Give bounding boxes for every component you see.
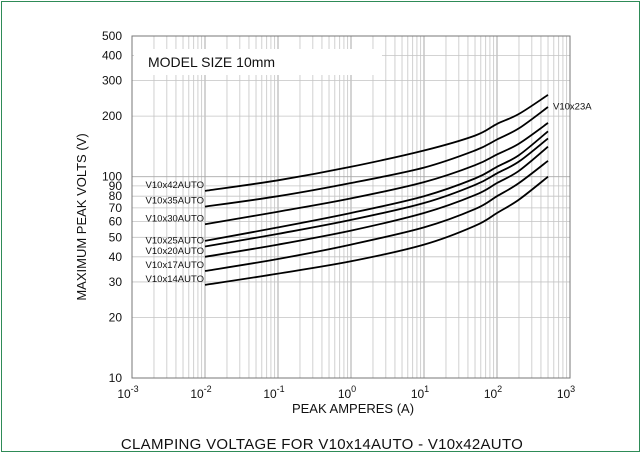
x-axis-title: PEAK AMPERES (A) bbox=[292, 401, 414, 416]
y-tick-label: 300 bbox=[102, 74, 122, 88]
figure-caption: CLAMPING VOLTAGE FOR V10x14AUTO - V10x42… bbox=[120, 436, 524, 453]
x-tick-label: 10-1 bbox=[263, 384, 284, 401]
y-tick-label: 500 bbox=[102, 29, 122, 43]
series-line bbox=[204, 106, 549, 208]
series-line bbox=[204, 130, 549, 242]
x-tick-label: 102 bbox=[484, 384, 502, 401]
y-tick-label: 400 bbox=[102, 49, 122, 63]
series-label: V10x25AUTO bbox=[146, 236, 204, 247]
y-tick-label: 70 bbox=[109, 201, 123, 215]
series-line bbox=[204, 160, 549, 272]
plot-border bbox=[131, 35, 571, 379]
x-tick-label: 10-3 bbox=[117, 384, 138, 401]
x-tick-label: 100 bbox=[338, 384, 356, 401]
y-tick-label: 100 bbox=[102, 170, 122, 184]
model-size-label: MODEL SIZE 10mm bbox=[148, 54, 275, 70]
series-label: V10x42AUTO bbox=[146, 180, 204, 191]
y-tick-label: 60 bbox=[109, 214, 123, 228]
series-line bbox=[204, 94, 549, 192]
y-tick-label: 10 bbox=[109, 371, 123, 385]
series-line bbox=[204, 122, 549, 226]
y-tick-label: 40 bbox=[109, 250, 123, 264]
x-tick-label: 10-2 bbox=[190, 384, 211, 401]
y-tick-label: 90 bbox=[109, 179, 123, 193]
y-tick-label: 80 bbox=[109, 189, 123, 203]
y-axis-title: MAXIMUM PEAK VOLTS (V) bbox=[74, 133, 89, 300]
series-line bbox=[204, 175, 549, 286]
series-label: V10x17AUTO bbox=[146, 260, 204, 271]
model-size-box bbox=[134, 49, 382, 75]
series-line bbox=[204, 137, 549, 248]
series-label: V10x14AUTO bbox=[146, 274, 204, 285]
series-line bbox=[204, 146, 549, 258]
y-tick-label: 20 bbox=[109, 310, 123, 324]
series-label: V10x20AUTO bbox=[146, 246, 204, 257]
x-tick-label: 101 bbox=[411, 384, 429, 401]
y-tick-label: 30 bbox=[109, 275, 123, 289]
y-tick-label: 50 bbox=[109, 230, 123, 244]
y-tick-label: 200 bbox=[102, 109, 122, 123]
x-tick-label: 103 bbox=[557, 384, 575, 401]
series-label: V10x23A bbox=[553, 101, 592, 112]
series-label: V10x35AUTO bbox=[146, 196, 204, 207]
series-label: V10x30AUTO bbox=[146, 213, 204, 224]
